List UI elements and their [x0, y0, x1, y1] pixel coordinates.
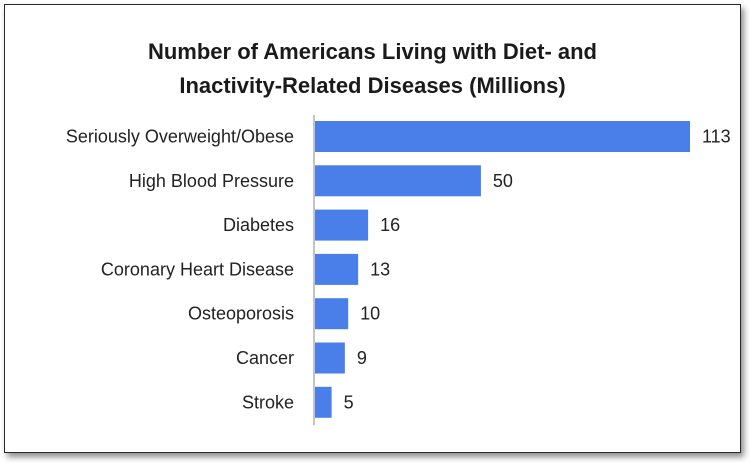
data-label: 5 — [344, 392, 354, 412]
data-label: 113 — [702, 127, 731, 147]
category-label: Osteoporosis — [188, 304, 294, 324]
data-label: 16 — [380, 215, 400, 235]
category-label: Coronary Heart Disease — [101, 259, 294, 279]
category-label: Seriously Overweight/Obese — [66, 127, 294, 147]
data-label: 50 — [493, 171, 513, 191]
chart-title-line-1: Number of Americans Living with Diet- an… — [147, 39, 597, 64]
category-label: Cancer — [236, 348, 294, 368]
chart-title: Number of Americans Living with Diet- an… — [5, 35, 740, 103]
chart-frame: Number of Americans Living with Diet- an… — [4, 4, 741, 453]
bar-2 — [315, 209, 369, 241]
bar-0 — [315, 121, 690, 152]
category-label: High Blood Pressure — [129, 171, 294, 191]
chart-title-line-2: Inactivity-Related Diseases (Millions) — [179, 73, 566, 98]
data-label: 13 — [370, 259, 390, 279]
bar-3 — [315, 253, 359, 285]
bar-4 — [315, 298, 349, 330]
data-label: 10 — [360, 304, 380, 324]
category-label: Diabetes — [223, 215, 294, 235]
category-label: Stroke — [242, 392, 294, 412]
bar-6 — [315, 386, 332, 418]
bar-5 — [315, 342, 345, 374]
bar-1 — [315, 165, 481, 197]
data-label: 9 — [357, 348, 367, 368]
